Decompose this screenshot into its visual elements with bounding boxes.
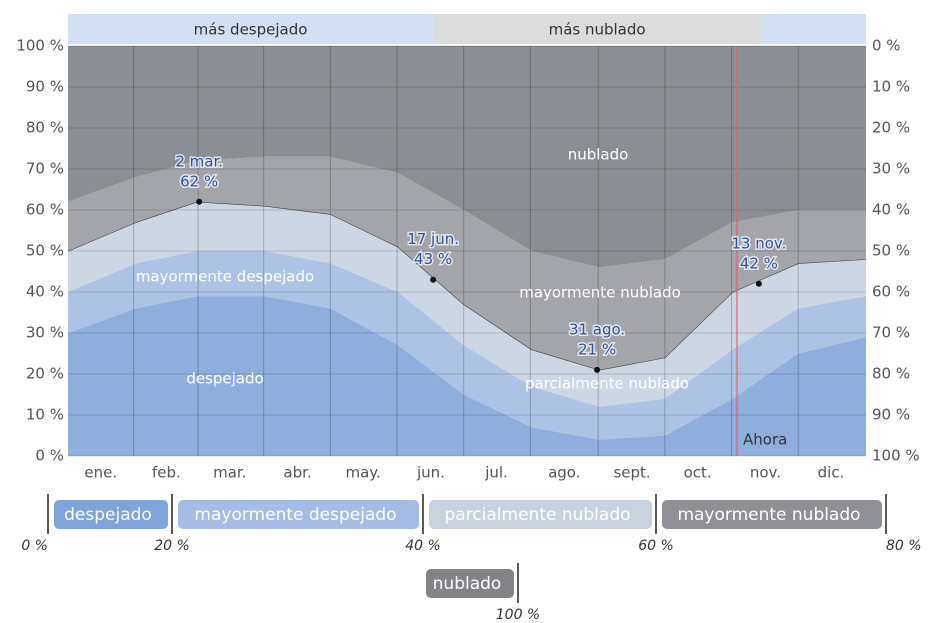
scale-box bbox=[662, 500, 882, 529]
x-tick-label: abr. bbox=[283, 464, 311, 482]
y2-tick-label: 10 % bbox=[872, 78, 910, 96]
area bbox=[68, 46, 866, 268]
y-tick-label: 80 % bbox=[26, 119, 64, 137]
y-tick-label: 90 % bbox=[26, 78, 64, 96]
y-tick-label: 10 % bbox=[26, 406, 64, 424]
area-label: parcialmente nublado bbox=[525, 375, 689, 393]
x-tick-label: oct. bbox=[684, 464, 712, 482]
x-tick-label: sept. bbox=[613, 464, 650, 482]
area-label: mayormente despejado bbox=[136, 268, 314, 286]
y2-tick-label: 50 % bbox=[872, 242, 910, 260]
x-tick-label: feb. bbox=[152, 464, 181, 482]
scale-label: nublado bbox=[433, 574, 502, 594]
scale-tick-label: 80 % bbox=[886, 538, 922, 554]
scale-tick-label: 40 % bbox=[405, 538, 441, 554]
x-tick-label: mar. bbox=[213, 464, 246, 482]
band-label: más despejado bbox=[194, 21, 308, 39]
annotation-point bbox=[594, 366, 601, 373]
band bbox=[761, 14, 866, 44]
annotation-point bbox=[196, 198, 203, 205]
area-label: despejado bbox=[186, 370, 263, 388]
scale-label: mayormente despejado bbox=[194, 505, 396, 525]
x-tick-label: ago. bbox=[548, 464, 580, 482]
y2-tick-label: 30 % bbox=[872, 160, 910, 178]
y2-tick-label: 40 % bbox=[872, 201, 910, 219]
y2-tick-label: 100 % bbox=[872, 447, 920, 465]
annotation-value: 21 % bbox=[578, 340, 616, 358]
area bbox=[68, 156, 866, 370]
x-tick-label: may. bbox=[345, 464, 380, 482]
y-tick-label: 60 % bbox=[26, 201, 64, 219]
x-tick-label: jul. bbox=[484, 464, 508, 482]
y2-tick-label: 0 % bbox=[872, 37, 901, 55]
area bbox=[68, 201, 866, 407]
x-tick-label: ene. bbox=[84, 464, 117, 482]
annotation-date: 17 jun. bbox=[407, 230, 459, 248]
annotation-value: 42 % bbox=[740, 254, 778, 272]
scale-tick-label: 20 % bbox=[154, 538, 190, 554]
x-tick-label: dic. bbox=[818, 464, 845, 482]
y-tick-label: 30 % bbox=[26, 324, 64, 342]
band bbox=[68, 14, 434, 44]
annotation-date: 31 ago. bbox=[569, 320, 625, 338]
now-label: Ahora bbox=[743, 431, 787, 449]
x-tick-label: nov. bbox=[750, 464, 781, 482]
x-tick-label: jun. bbox=[416, 464, 445, 482]
scale-tick-label: 0 % bbox=[21, 538, 48, 554]
area-label: nublado bbox=[568, 146, 629, 164]
scale-tick-label: 100 % bbox=[496, 607, 540, 623]
scale-label: parcialmente nublado bbox=[444, 505, 630, 525]
y2-tick-label: 70 % bbox=[872, 324, 910, 342]
area-label: mayormente nublado bbox=[519, 284, 681, 302]
scale-label: despejado bbox=[64, 505, 152, 525]
band-label: más nublado bbox=[549, 21, 646, 39]
annotation-value: 62 % bbox=[180, 172, 218, 190]
y2-tick-label: 90 % bbox=[872, 406, 910, 424]
y-tick-label: 100 % bbox=[16, 37, 64, 55]
scale-box bbox=[429, 500, 652, 529]
scale-box bbox=[54, 500, 168, 529]
y-tick-label: 0 % bbox=[35, 447, 64, 465]
annotation-date: 2 mar. bbox=[175, 152, 223, 170]
scale-tick-label: 60 % bbox=[638, 538, 674, 554]
scale-box bbox=[426, 569, 514, 598]
y-tick-label: 20 % bbox=[26, 365, 64, 383]
area bbox=[68, 251, 866, 440]
scale-box bbox=[178, 500, 419, 529]
annotation-date: 13 nov. bbox=[731, 234, 786, 252]
annotation-point bbox=[755, 280, 762, 287]
y-tick-label: 50 % bbox=[26, 242, 64, 260]
y2-tick-label: 20 % bbox=[872, 119, 910, 137]
area bbox=[68, 296, 866, 456]
y2-tick-label: 60 % bbox=[872, 283, 910, 301]
scale-label: mayormente nublado bbox=[677, 505, 860, 525]
y2-tick-label: 80 % bbox=[872, 365, 910, 383]
annotation-value: 43 % bbox=[414, 250, 452, 268]
annotation-point bbox=[430, 276, 437, 283]
band bbox=[433, 14, 762, 44]
y-tick-label: 40 % bbox=[26, 283, 64, 301]
y-tick-label: 70 % bbox=[26, 160, 64, 178]
